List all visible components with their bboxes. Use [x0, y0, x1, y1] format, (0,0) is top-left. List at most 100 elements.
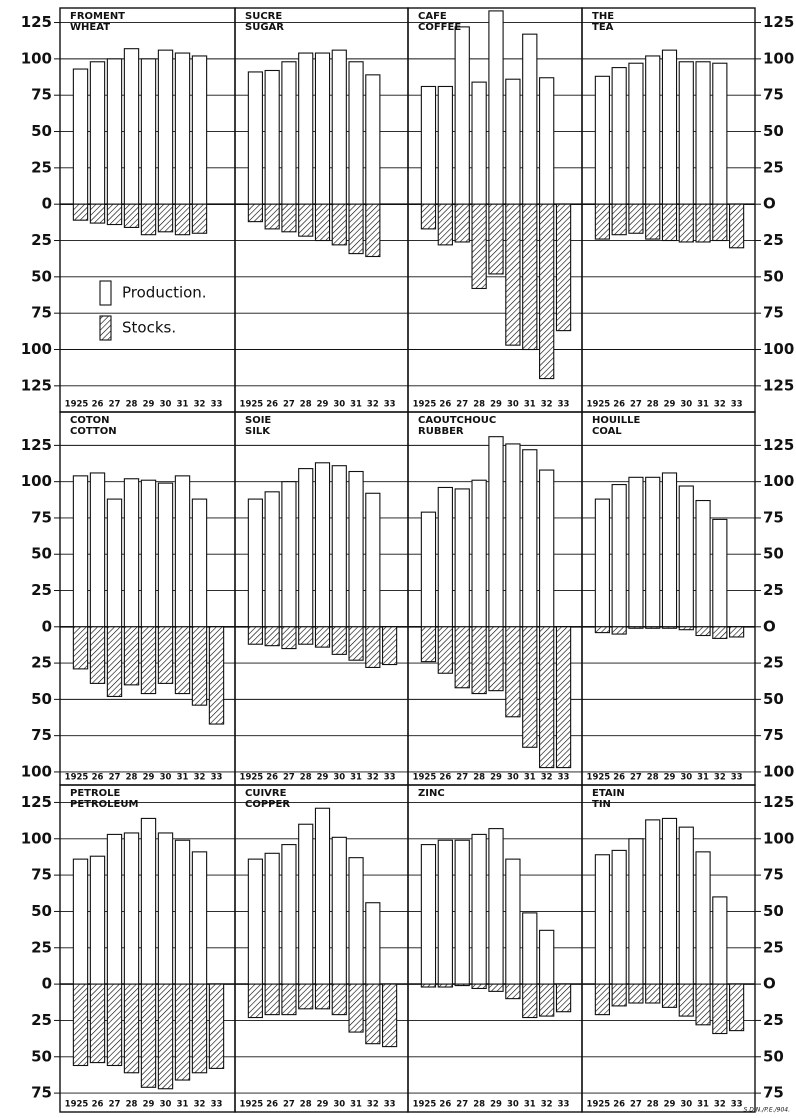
bar — [264, 852, 280, 985]
bar — [314, 807, 331, 985]
bar — [661, 983, 678, 1008]
y-tick-label: 25 — [763, 581, 784, 599]
bar — [264, 203, 280, 230]
legend-label: Stocks. — [122, 319, 176, 337]
x-tick-label: 1925 — [587, 1100, 611, 1110]
bar — [712, 896, 728, 985]
bar — [454, 488, 470, 628]
x-tick-label: 1925 — [413, 773, 437, 783]
x-tick-label: 33 — [558, 1100, 570, 1110]
y-tick-label: 25 — [31, 581, 52, 599]
bar — [678, 626, 694, 631]
x-tick-label: 32 — [367, 400, 379, 410]
y-tick-label: 25 — [763, 1011, 784, 1029]
bar — [89, 983, 106, 1064]
x-tick-label: 1925 — [240, 1100, 264, 1110]
x-tick-label: 29 — [664, 773, 676, 783]
bar — [140, 58, 157, 205]
bar — [72, 983, 89, 1067]
bar — [611, 849, 627, 985]
x-tick-label: 31 — [177, 400, 189, 410]
bar — [298, 626, 314, 645]
x-tick-label: 29 — [490, 1100, 502, 1110]
y-tick-label: 125 — [21, 376, 52, 394]
y-tick-label: 100 — [21, 829, 52, 847]
bar — [471, 833, 487, 985]
bar — [712, 983, 728, 1035]
y-tick-label: 0 — [42, 195, 52, 213]
bar — [594, 626, 610, 634]
bar — [348, 470, 364, 628]
bar — [314, 983, 331, 1010]
x-tick-label: 29 — [143, 773, 155, 783]
x-tick-label: 26 — [266, 1100, 278, 1110]
bar — [365, 983, 381, 1045]
panel-title: HOUILLE — [592, 415, 640, 426]
bar — [247, 858, 263, 985]
bar — [157, 482, 174, 628]
x-tick-label: 26 — [613, 1100, 625, 1110]
bar — [437, 486, 453, 628]
bar — [157, 203, 174, 233]
bar — [157, 983, 174, 1090]
bar — [314, 52, 331, 205]
panel-subtitle: PETROLEUM — [70, 799, 139, 810]
bar — [157, 49, 174, 205]
y-tick-label: 75 — [763, 86, 784, 104]
bar — [89, 61, 106, 205]
bar — [522, 626, 538, 748]
bar — [331, 49, 347, 205]
y-tick-label: 75 — [763, 866, 784, 884]
y-tick-label: 25 — [763, 158, 784, 176]
bar — [611, 203, 627, 236]
bar — [420, 203, 437, 230]
x-tick-label: 31 — [177, 1100, 189, 1110]
bar — [712, 518, 728, 628]
x-tick-label: 33 — [384, 773, 396, 783]
bar — [281, 626, 297, 650]
bar — [712, 203, 728, 242]
y-tick-label: 75 — [31, 866, 52, 884]
bar — [661, 626, 678, 629]
x-tick-label: 33 — [731, 1100, 743, 1110]
x-tick-label: 30 — [160, 1100, 172, 1110]
panel-title: CAFE — [418, 11, 447, 22]
bar — [555, 203, 572, 332]
bar — [645, 203, 661, 240]
bar — [539, 203, 555, 380]
y-tick-label: 75 — [31, 86, 52, 104]
y-tick-label: 25 — [763, 938, 784, 956]
bar — [471, 626, 487, 695]
bar — [678, 203, 694, 243]
y-tick-label: 25 — [31, 1011, 52, 1029]
bar — [454, 26, 470, 205]
bar — [106, 626, 123, 698]
bar — [247, 626, 263, 645]
bar — [437, 626, 453, 674]
bar — [454, 203, 470, 243]
bar — [539, 77, 555, 205]
bar — [522, 33, 538, 205]
x-tick-label: 31 — [697, 1100, 709, 1110]
x-tick-label: 30 — [507, 400, 519, 410]
y-tick-label: O — [763, 617, 776, 635]
x-tick-label: 26 — [439, 773, 451, 783]
bar — [191, 983, 208, 1074]
bar — [365, 74, 381, 205]
bar — [123, 203, 140, 228]
x-tick-label: 28 — [647, 773, 659, 783]
x-tick-label: 26 — [266, 773, 278, 783]
y-tick-label: 75 — [763, 304, 784, 322]
x-tick-label: 31 — [177, 773, 189, 783]
y-tick-label: 25 — [763, 231, 784, 249]
y-tick-label: 25 — [31, 158, 52, 176]
panel-title: SUCRE — [245, 11, 282, 22]
bar — [247, 983, 263, 1019]
bar — [645, 476, 661, 628]
bar — [661, 817, 678, 985]
bar — [628, 983, 644, 1004]
x-tick-label: 32 — [194, 773, 206, 783]
bar — [348, 857, 364, 985]
y-tick-label: 25 — [31, 231, 52, 249]
